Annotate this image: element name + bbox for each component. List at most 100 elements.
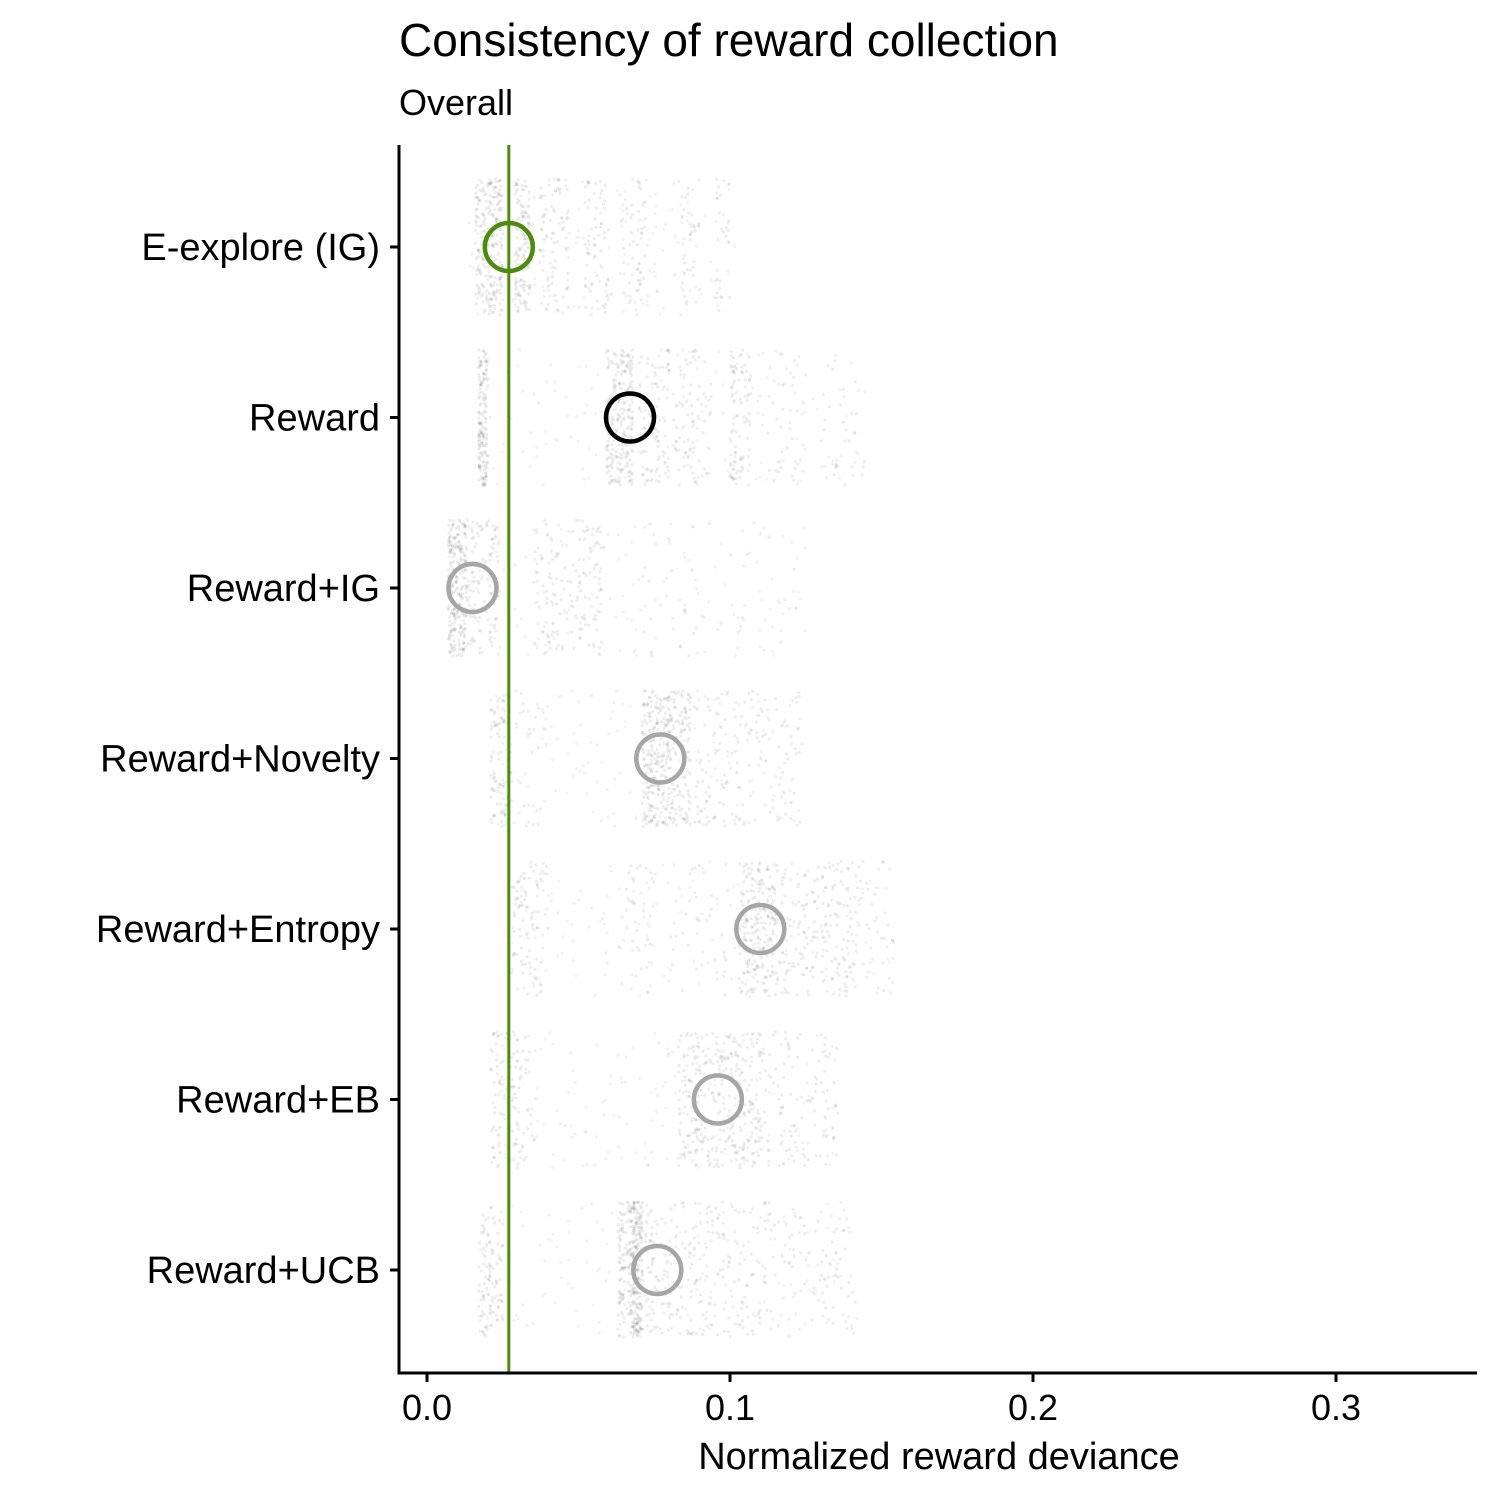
- data-point: [679, 692, 683, 697]
- data-point: [819, 439, 823, 443]
- data-point: [548, 261, 552, 265]
- data-point: [476, 183, 480, 187]
- data-point: [683, 1079, 687, 1083]
- data-point: [557, 879, 561, 883]
- data-point: [767, 937, 771, 941]
- data-point: [643, 1142, 648, 1146]
- data-point: [730, 812, 734, 816]
- data-point: [544, 620, 548, 625]
- data-point: [494, 186, 498, 190]
- data-point: [694, 244, 699, 248]
- data-point: [571, 774, 575, 778]
- data-point: [666, 720, 670, 725]
- data-point: [499, 209, 503, 213]
- data-point: [520, 187, 524, 192]
- data-point: [654, 541, 658, 546]
- data-point: [653, 813, 657, 817]
- data-point: [739, 1251, 743, 1255]
- data-point: [723, 1147, 727, 1151]
- data-point: [578, 636, 582, 640]
- data-point: [773, 919, 777, 923]
- data-point: [750, 931, 755, 935]
- data-point: [584, 185, 588, 189]
- data-point: [738, 1126, 743, 1130]
- data-point: [767, 1133, 771, 1137]
- data-point: [481, 557, 485, 561]
- data-point: [684, 1146, 688, 1150]
- data-point: [484, 207, 488, 211]
- data-point: [669, 817, 673, 821]
- data-point: [518, 1067, 522, 1071]
- data-point: [583, 537, 587, 541]
- data-point: [581, 467, 585, 471]
- data-point: [455, 558, 459, 562]
- data-point: [526, 803, 531, 807]
- data-point: [464, 590, 468, 595]
- data-point: [603, 973, 607, 977]
- data-point: [489, 640, 493, 645]
- data-point: [532, 195, 536, 199]
- data-point: [477, 524, 481, 528]
- data-point: [648, 728, 652, 733]
- data-point: [764, 933, 769, 938]
- data-point: [489, 708, 493, 712]
- data-point: [523, 258, 527, 262]
- data-point: [714, 1042, 718, 1046]
- data-point: [490, 821, 494, 825]
- data-point: [519, 959, 523, 963]
- data-point: [824, 923, 828, 927]
- data-point: [484, 610, 489, 615]
- data-point: [485, 298, 489, 303]
- data-point: [522, 289, 527, 293]
- data-point: [779, 425, 783, 429]
- data-point: [581, 519, 585, 523]
- data-point: [688, 708, 692, 712]
- data-point: [648, 942, 652, 946]
- data-point: [599, 192, 603, 196]
- data-point: [796, 1055, 800, 1059]
- data-point: [456, 544, 460, 548]
- data-point: [695, 439, 699, 443]
- data-point: [830, 977, 834, 981]
- data-point: [792, 818, 796, 823]
- data-point: [678, 645, 683, 649]
- data-point: [702, 419, 706, 423]
- data-point: [451, 560, 456, 564]
- data-point: [489, 727, 494, 731]
- data-point: [523, 241, 528, 245]
- data-point: [705, 800, 709, 804]
- data-point: [694, 1162, 698, 1166]
- data-point: [736, 883, 740, 887]
- data-point: [722, 950, 726, 955]
- data-point: [619, 353, 623, 357]
- data-point: [533, 967, 537, 971]
- data-point: [585, 1162, 589, 1166]
- data-point: [643, 763, 647, 767]
- data-point: [773, 993, 778, 997]
- data-point: [643, 719, 647, 723]
- data-point: [818, 1154, 822, 1158]
- data-point: [471, 520, 475, 524]
- data-point: [841, 387, 845, 391]
- data-point: [653, 694, 657, 698]
- data-point: [475, 297, 479, 301]
- data-point: [835, 970, 839, 975]
- data-point: [784, 752, 789, 756]
- data-point: [567, 1230, 571, 1235]
- data-point: [489, 774, 493, 778]
- data-point: [483, 1255, 487, 1259]
- data-point: [525, 1324, 529, 1328]
- data-point: [729, 350, 733, 354]
- data-point: [681, 455, 685, 459]
- data-point: [641, 819, 645, 823]
- data-point: [474, 541, 478, 546]
- data-point: [461, 522, 465, 526]
- data-point: [788, 789, 792, 793]
- data-point: [705, 1060, 709, 1064]
- data-point: [664, 594, 669, 598]
- data-point: [744, 369, 749, 373]
- data-point: [633, 920, 637, 924]
- data-point: [679, 1034, 683, 1038]
- data-point: [657, 784, 661, 788]
- data-point: [737, 976, 741, 980]
